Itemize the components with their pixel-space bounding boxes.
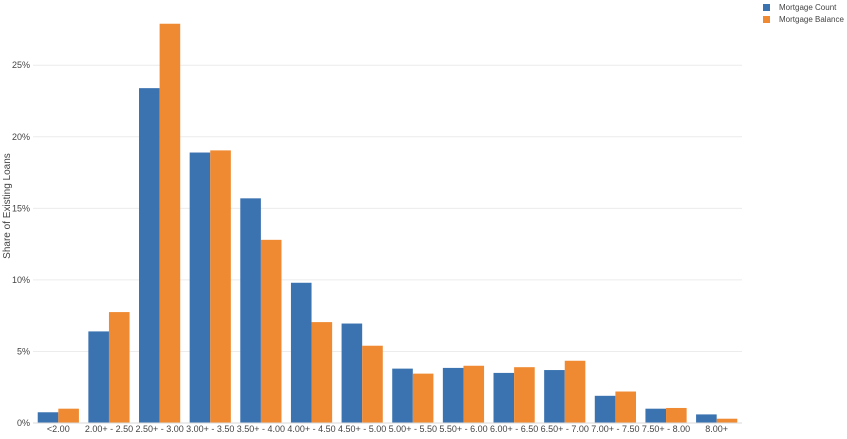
y-tick-label: 10%	[12, 275, 30, 285]
x-tick-label: <2.00	[47, 424, 70, 434]
x-tick-label: 6.00+ - 6.50	[490, 424, 538, 434]
x-tick-label: 4.50+ - 5.00	[338, 424, 386, 434]
bar-count[interactable]	[392, 368, 413, 423]
y-tick-label: 25%	[12, 60, 30, 70]
x-tick-label: 6.50+ - 7.00	[541, 424, 589, 434]
legend-item-balance[interactable]: Mortgage Balance	[763, 13, 844, 25]
y-axis-title: Share of Existing Loans	[2, 153, 13, 259]
bar-count[interactable]	[594, 395, 616, 423]
bar-balance[interactable]	[514, 367, 535, 423]
y-tick-label: 20%	[12, 132, 30, 142]
bar-balance[interactable]	[666, 407, 687, 423]
x-tick-label: 8.00+	[705, 424, 728, 434]
legend-swatch	[763, 15, 770, 23]
x-tick-label: 5.50+ - 6.00	[439, 424, 487, 434]
legend-swatch	[763, 3, 770, 11]
bar-balance[interactable]	[108, 312, 130, 423]
bar-count[interactable]	[139, 88, 160, 423]
bar-balance[interactable]	[412, 373, 434, 423]
bars	[37, 23, 738, 424]
bar-count[interactable]	[88, 331, 109, 423]
x-tick-label: 3.50+ - 4.00	[237, 424, 285, 434]
x-tick-label: 4.00+ - 4.50	[287, 424, 335, 434]
legend-label: Mortgage Balance	[779, 14, 844, 24]
legend-label: Mortgage Count	[779, 2, 837, 12]
bar-balance[interactable]	[311, 322, 333, 423]
legend-item-count[interactable]: Mortgage Count	[763, 1, 844, 13]
y-tick-label: 15%	[12, 203, 30, 213]
bar-balance[interactable]	[159, 23, 181, 424]
bar-count[interactable]	[189, 152, 211, 423]
bar-count[interactable]	[696, 414, 717, 423]
bar-count[interactable]	[442, 367, 464, 423]
bar-count[interactable]	[37, 412, 59, 423]
bar-balance[interactable]	[58, 408, 79, 423]
bar-balance[interactable]	[463, 365, 485, 423]
bar-count[interactable]	[493, 372, 515, 423]
bar-count[interactable]	[645, 408, 667, 423]
x-tick-label: 7.50+ - 8.00	[642, 424, 690, 434]
bar-balance[interactable]	[260, 239, 282, 423]
bar-count[interactable]	[240, 198, 261, 423]
y-tick-label: 5%	[17, 346, 30, 356]
legend: Mortgage Count Mortgage Balance	[763, 1, 844, 25]
x-tick-label: 2.50+ - 3.00	[135, 424, 183, 434]
y-tick-label: 0%	[17, 418, 30, 428]
bar-balance[interactable]	[716, 418, 738, 423]
x-tick-label: 7.00+ - 7.50	[591, 424, 639, 434]
axes: 0% 5% 10% 15% 20% 25% <2.00 2.00+ - 2.50 2.50+ -…	[12, 60, 742, 434]
bar-balance[interactable]	[615, 391, 636, 423]
bar-balance[interactable]	[362, 345, 383, 423]
bar-count[interactable]	[544, 370, 565, 423]
bar-balance[interactable]	[210, 150, 231, 423]
x-tick-label: 5.00+ - 5.50	[389, 424, 437, 434]
x-tick-label: 2.00+ - 2.50	[85, 424, 133, 434]
bar-count[interactable]	[290, 282, 312, 423]
bar-count[interactable]	[341, 323, 363, 423]
bar-balance[interactable]	[564, 360, 586, 423]
x-tick-label: 3.00+ - 3.50	[186, 424, 234, 434]
